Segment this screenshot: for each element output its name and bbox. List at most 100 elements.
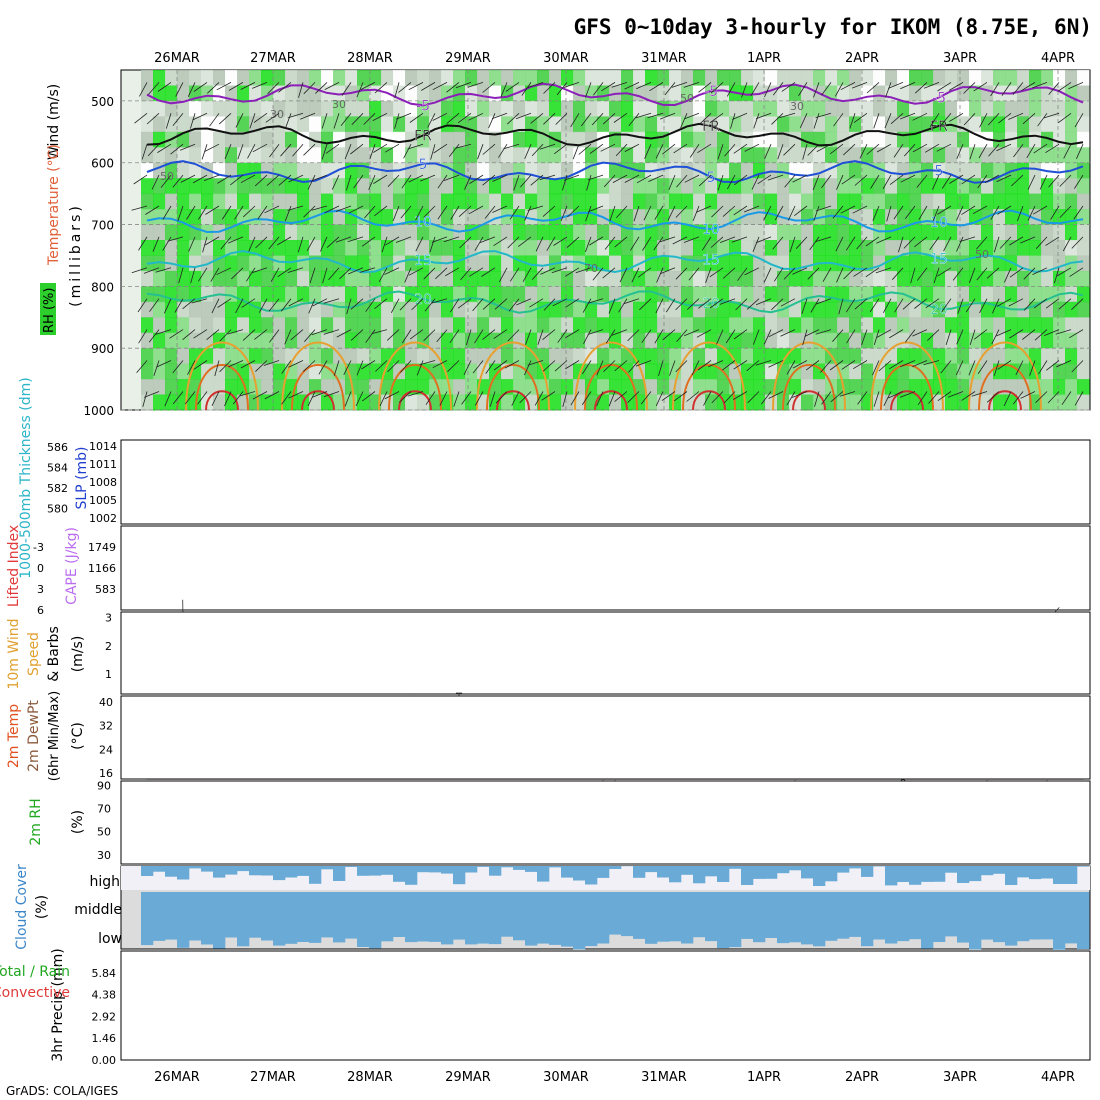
- wind-barb: [1001, 82, 1012, 96]
- rh-cell: [381, 394, 394, 411]
- wind-barb: [820, 360, 832, 373]
- cloud-low-cell: [153, 922, 166, 941]
- wind-tick-label: 1: [105, 668, 112, 681]
- wind-barb: [443, 174, 460, 181]
- wind-barb: [193, 329, 208, 339]
- rh-cell: [573, 193, 586, 210]
- wind-barb: [725, 329, 736, 344]
- slp-tick-label: 1002: [89, 512, 117, 525]
- wind-barb: [873, 113, 880, 129]
- wind-barb: [333, 113, 340, 129]
- wind-barb: [752, 236, 760, 252]
- rh-cell: [309, 301, 322, 318]
- wind-barb: [192, 112, 208, 121]
- rh-cell: [945, 394, 958, 411]
- rh-cell: [501, 394, 514, 411]
- cloud-middle-cell: [333, 892, 346, 922]
- cloud-low-cell: [309, 922, 322, 943]
- rh-cell: [693, 270, 706, 287]
- date-label: 30MAR: [543, 51, 589, 66]
- rh-cell: [861, 70, 874, 86]
- rh-cell: [309, 224, 322, 241]
- rh-cell: [405, 317, 418, 334]
- wind-barb: [395, 112, 412, 120]
- rh-cell: [453, 147, 466, 164]
- rh-cell: [897, 363, 910, 380]
- upper-ylabel: (millibars): [68, 203, 84, 307]
- rh-cell: [993, 317, 1006, 334]
- cloud-low-cell: [1077, 922, 1090, 950]
- wind-barb: [468, 112, 484, 121]
- rh-cell: [753, 317, 766, 334]
- rh-cell: [537, 209, 550, 226]
- rh-cell: [153, 379, 166, 396]
- wind-barb: [455, 143, 472, 149]
- rh-cell: [165, 193, 178, 210]
- wind-barb: [511, 391, 520, 406]
- rh-cell: [585, 224, 598, 241]
- wind-barb: [303, 143, 316, 156]
- rh-cell: [177, 317, 190, 334]
- cloud-middle-cell: [861, 892, 874, 922]
- wind-barb: [439, 391, 448, 406]
- rh-cell: [465, 162, 478, 179]
- rh-cell: [957, 100, 970, 117]
- wind-barb: [815, 236, 832, 242]
- rh-cell: [993, 70, 1006, 86]
- wind-barb: [518, 236, 532, 247]
- rh-cell: [885, 317, 898, 334]
- rh-cell: [285, 332, 298, 349]
- warm-contour: [584, 364, 638, 411]
- wind-barb: [834, 82, 844, 97]
- wind-barb: [201, 144, 208, 160]
- wind-barb: [914, 82, 928, 94]
- rh-cell: [945, 270, 958, 287]
- temperature-contour-label: 20: [702, 296, 720, 312]
- cloud-middle-cell: [525, 892, 538, 922]
- wind-barb: [1069, 267, 1084, 277]
- rh-cell: [237, 317, 250, 334]
- upper-legend-temp: Temperature (°C): [46, 144, 62, 266]
- rh-cell: [633, 286, 646, 303]
- rh-cell: [717, 255, 730, 272]
- wind-barb: [807, 143, 820, 156]
- temp2m-frame: [120, 695, 1091, 780]
- rh-cell: [273, 348, 286, 365]
- rh-cell: [213, 70, 226, 86]
- wind-barb: [722, 360, 736, 371]
- cape-tick-label: 1166: [88, 562, 116, 575]
- rh-cell: [549, 301, 562, 318]
- rh-cell: [1017, 70, 1030, 86]
- rh-cell: [333, 317, 346, 334]
- wind-barb: [373, 174, 388, 184]
- rh-cell: [369, 348, 382, 365]
- wind-barb: [1011, 174, 1024, 187]
- wind-barb: [750, 82, 760, 97]
- cloud-level-middle: middle: [74, 902, 122, 918]
- rh-cell: [465, 317, 478, 334]
- rh-cell: [837, 270, 850, 287]
- cloud-low-cell: [753, 922, 766, 943]
- rh-cell: [177, 162, 190, 179]
- rh-cell: [933, 85, 946, 102]
- cloud-middle-cell: [453, 892, 466, 922]
- wind-barb: [1027, 174, 1036, 190]
- wind-barb: [821, 174, 832, 189]
- cloud-high-cell: [441, 866, 454, 874]
- date-labels-top: 26MAR 27MAR 28MAR 29MAR 30MAR 31MAR 1APR 2APR 3A…: [154, 51, 1075, 66]
- rh-cell: [369, 162, 382, 179]
- rh-cell: [621, 178, 634, 195]
- wind-barb: [379, 391, 388, 407]
- wind-barb: [698, 174, 712, 187]
- cloud-low-cell: [225, 922, 238, 938]
- wind-barb: [1038, 360, 1048, 375]
- wind-barb: [889, 174, 904, 185]
- wind-barb: [914, 298, 928, 309]
- rh-cell: [453, 394, 466, 411]
- wind-barb: [542, 329, 556, 341]
- rh-cell: [321, 317, 334, 334]
- rh-cell: [249, 193, 262, 210]
- rh-cell: [165, 70, 178, 86]
- date-label: 26MAR: [154, 1070, 200, 1085]
